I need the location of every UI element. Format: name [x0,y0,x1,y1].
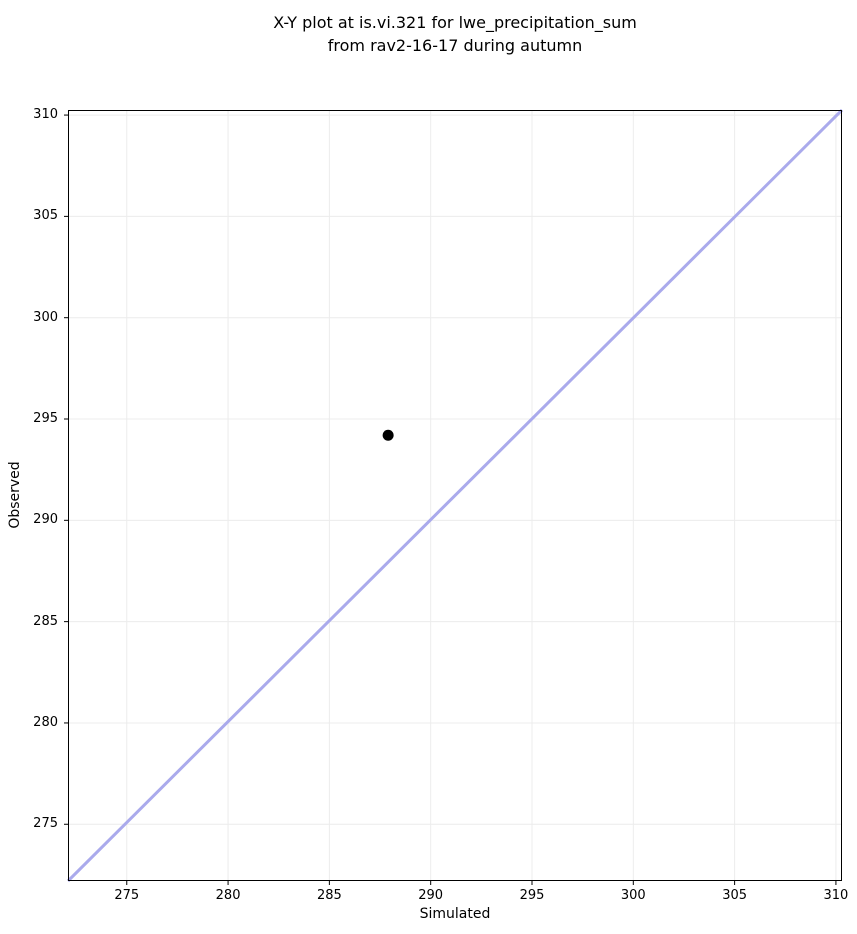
x-tick-label: 275 [114,888,140,903]
chart-title-line-2: from rav2-16-17 during autumn [327,36,583,55]
y-tick-label: 310 [33,107,58,123]
y-tick-label: 285 [33,613,58,629]
x-tick-label: 305 [722,888,748,903]
plot-area [64,108,844,885]
x-tick-label: 310 [823,888,849,903]
y-tick-label: 300 [33,309,58,325]
x-tick-label: 280 [215,888,241,903]
y-axis-label: Observed [7,461,23,529]
axes-spines [68,110,842,881]
y-tick-label: 295 [33,411,58,426]
x-axis-label: Simulated [419,906,491,922]
y-tick-label: 275 [33,816,58,832]
identity-line [66,108,844,883]
x-tick-label: 295 [519,888,545,903]
x-tick-label: 300 [620,888,646,903]
x-tick-label: 290 [418,888,444,903]
chart-title: X-Y plot at is.vi.321 for lwe_precipitat… [68,11,842,57]
x-tick-label: 285 [316,888,342,903]
y-tick-label: 305 [33,208,58,224]
plot-canvas [64,108,844,885]
data-point [382,429,394,441]
chart-title-line-1: X-Y plot at is.vi.321 for lwe_precipitat… [273,13,637,32]
y-tick-label: 290 [33,512,58,528]
y-tick-label: 280 [33,714,58,730]
